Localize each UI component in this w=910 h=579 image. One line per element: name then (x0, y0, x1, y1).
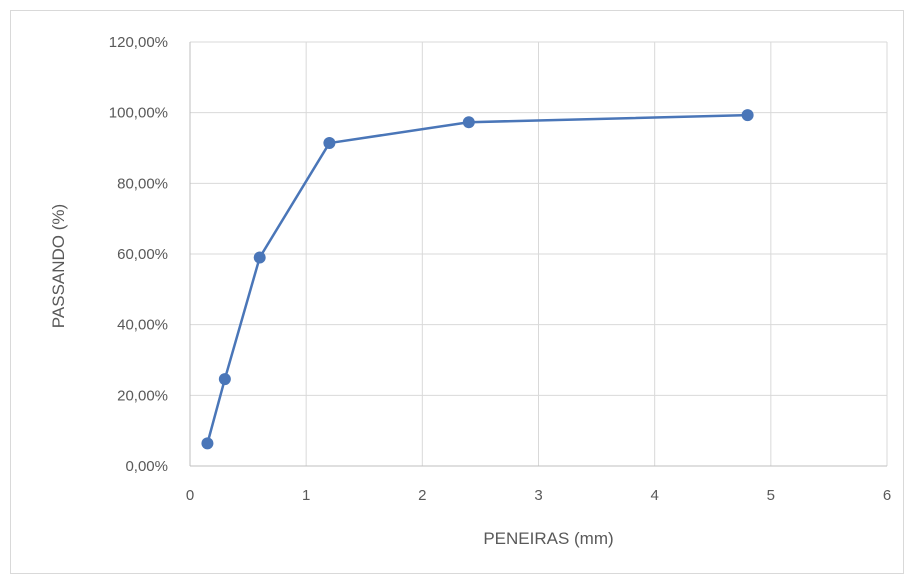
y-tick-label: 0,00% (125, 458, 168, 475)
data-point (323, 137, 336, 150)
y-tick-label: 80,00% (117, 175, 168, 192)
data-point (741, 109, 754, 122)
y-axis-title: PASSANDO (%) (49, 204, 68, 328)
gridlines (190, 41, 888, 466)
x-tick-label: 5 (767, 487, 775, 504)
y-tick-label: 60,00% (117, 246, 168, 263)
x-tick-label: 4 (650, 487, 658, 504)
data-point (253, 251, 266, 264)
series-line (206, 113, 748, 444)
chart-area (10, 10, 904, 574)
y-tick-label: 40,00% (117, 317, 168, 334)
x-axis-title: PENEIRAS (mm) (483, 529, 613, 548)
y-tick-label: 100,00% (109, 105, 168, 122)
series-layer (201, 109, 754, 450)
data-point (462, 116, 475, 129)
x-tick-label: 6 (883, 487, 891, 504)
x-tick-label: 2 (418, 487, 426, 504)
x-tick-label: 0 (186, 487, 194, 504)
axes: 0 1 2 3 4 5 60,00%20,00%40,00%60,00%80,00%100,… (109, 34, 891, 504)
x-tick-label: 3 (534, 487, 542, 504)
data-point (218, 373, 231, 386)
x-tick-label: 1 (302, 487, 310, 504)
data-point (201, 437, 214, 450)
y-tick-label: 120,00% (109, 34, 168, 51)
y-tick-label: 20,00% (117, 387, 168, 404)
